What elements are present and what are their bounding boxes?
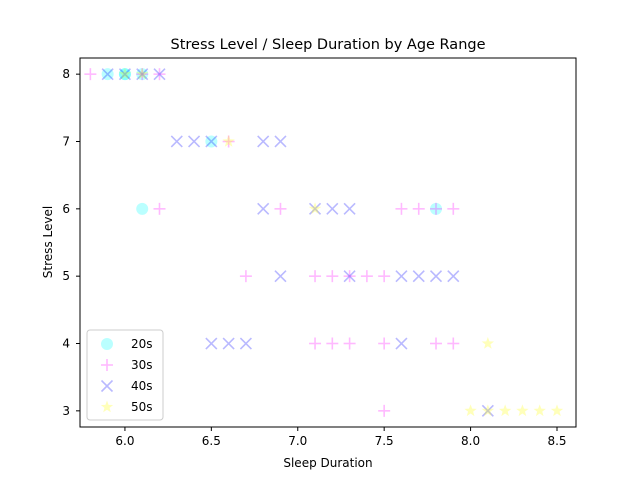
point-50s-4: [481, 337, 495, 349]
point-40s-19: [205, 337, 218, 350]
point-30s-18: [343, 337, 356, 350]
point-30s-4: [153, 202, 166, 215]
x-tick-label: 8.5: [547, 434, 566, 448]
point-20s-5: [430, 202, 443, 215]
point-40s-17: [429, 270, 443, 283]
point-50s-7: [498, 404, 512, 417]
legend-label: 20s: [131, 337, 153, 351]
point-40s-4: [170, 135, 183, 148]
y-tick-label: 7: [62, 134, 70, 148]
point-40s-9: [257, 202, 270, 215]
legend-label: 30s: [131, 358, 153, 372]
plot-points: [84, 67, 564, 417]
point-30s-14: [360, 270, 373, 283]
point-30s-21: [447, 337, 460, 350]
y-axis-label: Stress Level: [41, 206, 55, 278]
point-50s-10: [550, 404, 564, 417]
x-axis-label: Sleep Duration: [283, 456, 372, 470]
point-30s-5: [274, 202, 287, 215]
point-40s-2: [136, 68, 149, 81]
legend-marker-20s: [101, 338, 113, 350]
x-tick-label: 6.5: [202, 434, 221, 448]
point-40s-7: [257, 135, 270, 148]
y-tick-label: 3: [62, 404, 70, 418]
point-20s-4: [136, 202, 149, 215]
point-40s-22: [395, 337, 408, 350]
y-tick-label: 5: [62, 269, 70, 283]
point-50s-5: [464, 404, 477, 417]
point-30s-8: [430, 202, 443, 215]
x-tick-label: 7.5: [375, 434, 394, 448]
point-30s-20: [430, 337, 443, 350]
legend-marker-50s: [100, 400, 114, 413]
point-30s-1: [136, 68, 149, 81]
point-40s-10: [308, 202, 322, 215]
point-20s-2: [136, 68, 149, 81]
point-40s-5: [187, 135, 201, 148]
point-40s-14: [343, 270, 356, 283]
point-40s-6: [205, 135, 218, 148]
point-40s-1: [118, 68, 131, 81]
point-20s-6: [205, 135, 218, 148]
point-30s-10: [239, 270, 252, 283]
point-50s-9: [533, 404, 546, 417]
legend-marker-30s: [101, 359, 113, 371]
point-40s-21: [239, 337, 252, 350]
point-20s-0: [101, 68, 114, 81]
point-30s-15: [378, 270, 391, 283]
legend: 20s 30s 40s 50s: [86, 329, 164, 421]
legend-label: 40s: [131, 379, 153, 393]
point-40s-16: [412, 270, 425, 283]
point-40s-12: [343, 202, 356, 215]
point-30s-13: [343, 270, 356, 283]
point-30s-7: [412, 202, 425, 215]
point-50s-0: [118, 67, 132, 80]
point-40s-8: [274, 135, 287, 148]
point-50s-6: [481, 404, 495, 417]
point-30s-3: [222, 135, 235, 148]
point-40s-11: [326, 202, 339, 215]
chart-title: Stress Level / Sleep Duration by Age Ran…: [170, 37, 485, 53]
x-tick-label: 7.0: [288, 434, 307, 448]
point-30s-0: [84, 68, 97, 81]
y-tick-label: 6: [62, 202, 70, 216]
point-20s-1: [118, 68, 131, 81]
legend-box: [86, 329, 164, 421]
legend-marker-40s: [100, 379, 114, 393]
y-tick-label: 8: [62, 67, 70, 81]
point-30s-22: [378, 404, 391, 417]
point-40s-13: [274, 270, 287, 283]
point-30s-16: [309, 337, 322, 350]
point-30s-6: [395, 202, 408, 215]
plot-frame: [79, 57, 577, 428]
point-40s-3: [153, 68, 166, 81]
point-40s-23: [481, 404, 494, 417]
x-axis-ticks: 6.0 6.5 7.0 7.5 8.0 8.5: [115, 427, 567, 448]
y-axis-ticks: 3 4 5 6 7 8: [62, 67, 80, 418]
point-20s-3: [118, 68, 131, 81]
point-40s-20: [222, 337, 235, 350]
point-40s-15: [395, 270, 408, 283]
point-30s-17: [326, 337, 339, 350]
point-50s-3: [308, 202, 322, 215]
legend-label: 50s: [131, 400, 153, 414]
point-30s-12: [326, 270, 339, 283]
point-40s-0: [101, 68, 114, 81]
y-tick-label: 4: [62, 337, 70, 351]
point-30s-2: [153, 68, 166, 81]
point-40s-18: [447, 270, 460, 283]
point-30s-19: [378, 337, 391, 350]
point-30s-11: [309, 270, 322, 283]
x-tick-label: 6.0: [115, 434, 134, 448]
point-50s-1: [136, 67, 149, 80]
point-30s-9: [447, 202, 460, 215]
point-50s-2: [222, 135, 235, 147]
x-tick-label: 8.0: [461, 434, 480, 448]
point-50s-8: [516, 404, 529, 417]
